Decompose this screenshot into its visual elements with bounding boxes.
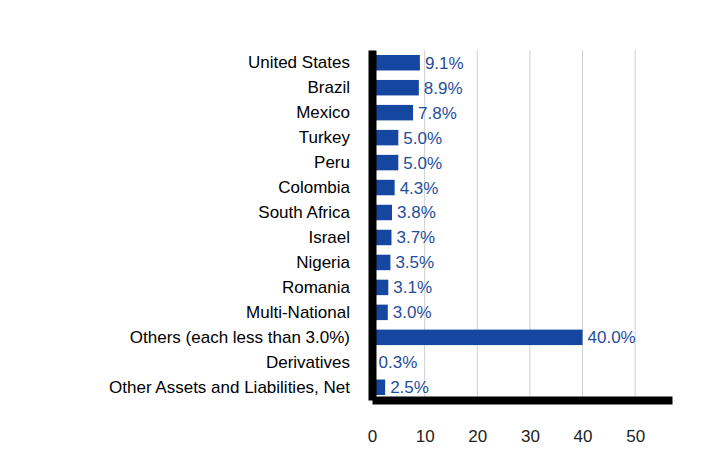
y-tick-label: Multi-National — [246, 303, 350, 322]
data-label: 5.0% — [403, 129, 442, 148]
chart: 9.1% 8.9% 7.8% 5.0% 5.0% 4.3% 3.8% 3.7% 3.5% 3.1%… — [0, 0, 720, 468]
y-axis-line — [369, 51, 377, 401]
grid-line — [424, 50, 425, 400]
bar — [372, 330, 583, 345]
bar — [372, 80, 419, 95]
grid — [372, 50, 635, 400]
y-tick: Others (each less than 3.0%) — [130, 328, 372, 347]
x-axis: 0 10 20 30 40 50 — [368, 400, 673, 446]
grid-line — [477, 50, 478, 400]
y-tick: Derivatives — [266, 353, 372, 372]
y-tick: Romania — [282, 278, 372, 297]
data-label: 5.0% — [403, 154, 442, 173]
y-tick-label: Peru — [314, 153, 350, 172]
data-label: 3.5% — [395, 253, 434, 272]
y-tick-label: South Africa — [258, 203, 350, 222]
data-label: 0.3% — [379, 353, 418, 372]
data-label: 2.5% — [390, 378, 429, 397]
y-tick: Multi-National — [246, 303, 372, 322]
x-tick-label: 50 — [626, 427, 645, 446]
data-label: 8.9% — [424, 79, 463, 98]
x-tick-label: 30 — [521, 427, 540, 446]
x-tick: 50 — [626, 400, 645, 446]
x-tick: 30 — [521, 400, 540, 446]
data-label: 3.8% — [397, 203, 436, 222]
x-tick: 20 — [468, 400, 487, 446]
x-axis-line — [373, 397, 673, 405]
y-tick-label: Others (each less than 3.0%) — [130, 328, 350, 347]
data-label: 9.1% — [425, 54, 464, 73]
data-label: 3.7% — [396, 228, 435, 247]
y-tick: Brazil — [307, 78, 372, 97]
bar — [372, 105, 413, 120]
y-tick-label: Nigeria — [296, 253, 350, 272]
y-tick: Other Assets and Liabilities, Net — [109, 378, 372, 397]
x-tick: 40 — [574, 400, 593, 446]
y-tick: United States — [248, 53, 372, 72]
y-tick-label: Mexico — [296, 103, 350, 122]
y-tick: Colombia — [278, 178, 372, 197]
y-tick: Israel — [308, 228, 372, 247]
x-tick: 0 — [368, 400, 377, 446]
y-tick: Peru — [314, 153, 372, 172]
data-label: 40.0% — [588, 328, 636, 347]
y-tick-label: Turkey — [299, 128, 351, 147]
y-tick-label: Israel — [308, 228, 350, 247]
y-tick: Nigeria — [296, 253, 372, 272]
grid-line — [635, 50, 636, 400]
bar — [372, 55, 420, 70]
data-label: 3.1% — [393, 278, 432, 297]
data-label: 3.0% — [393, 303, 432, 322]
y-axis: United States Brazil Mexico Turkey Peru Colom… — [109, 51, 372, 401]
grid-line — [582, 50, 583, 400]
y-tick-label: Colombia — [278, 178, 350, 197]
y-tick-label: Romania — [282, 278, 351, 297]
x-tick: 10 — [416, 400, 435, 446]
data-labels: 9.1% 8.9% 7.8% 5.0% 5.0% 4.3% 3.8% 3.7% 3.5% 3.1%… — [379, 54, 636, 398]
data-label: 7.8% — [418, 104, 457, 123]
y-tick: Mexico — [296, 103, 372, 122]
x-tick-label: 10 — [416, 427, 435, 446]
x-tick-label: 40 — [574, 427, 593, 446]
bars — [372, 55, 583, 395]
y-tick-label: Derivatives — [266, 353, 350, 372]
grid-line — [529, 50, 530, 400]
data-label: 4.3% — [400, 179, 439, 198]
y-tick-label: Brazil — [307, 78, 350, 97]
y-tick: South Africa — [258, 203, 372, 222]
grid-line — [372, 50, 373, 400]
x-tick-label: 20 — [468, 427, 487, 446]
y-tick: Turkey — [299, 128, 372, 147]
y-tick-label: Other Assets and Liabilities, Net — [109, 378, 350, 397]
x-tick-label: 0 — [368, 427, 377, 446]
y-tick-label: United States — [248, 53, 350, 72]
